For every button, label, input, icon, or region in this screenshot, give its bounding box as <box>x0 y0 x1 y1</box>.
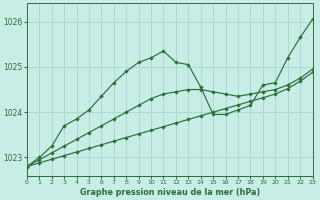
X-axis label: Graphe pression niveau de la mer (hPa): Graphe pression niveau de la mer (hPa) <box>80 188 260 197</box>
